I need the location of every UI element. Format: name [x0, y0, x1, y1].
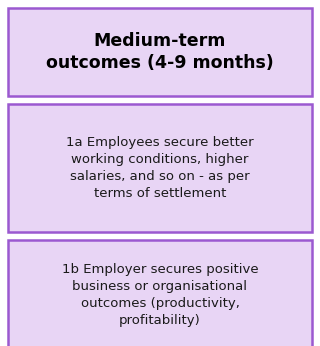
FancyBboxPatch shape	[8, 8, 312, 96]
Text: 1a Employees secure better
working conditions, higher
salaries, and so on - as p: 1a Employees secure better working condi…	[66, 136, 254, 200]
Text: Medium-term
outcomes (4-9 months): Medium-term outcomes (4-9 months)	[46, 32, 274, 72]
FancyBboxPatch shape	[8, 104, 312, 232]
Text: 1b Employer secures positive
business or organisational
outcomes (productivity,
: 1b Employer secures positive business or…	[62, 263, 258, 327]
FancyBboxPatch shape	[8, 240, 312, 346]
